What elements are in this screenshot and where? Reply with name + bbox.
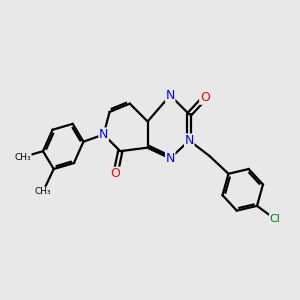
Text: Cl: Cl xyxy=(269,214,280,224)
Text: N: N xyxy=(166,152,175,165)
Text: CH₃: CH₃ xyxy=(35,187,51,196)
Text: N: N xyxy=(184,134,194,147)
Text: N: N xyxy=(99,128,108,141)
Text: O: O xyxy=(200,91,210,104)
Text: O: O xyxy=(111,167,121,180)
Text: CH₃: CH₃ xyxy=(14,153,31,162)
Text: N: N xyxy=(166,89,175,102)
